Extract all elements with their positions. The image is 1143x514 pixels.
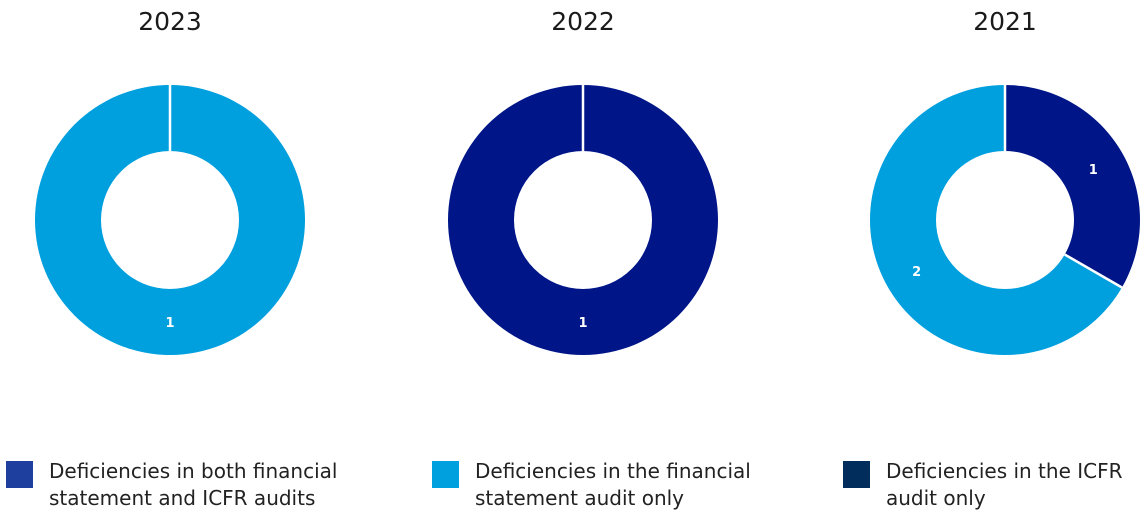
donut-2022: 2022 1 [448,7,718,355]
legend-label-both-audits: Deficiencies in both financial statement… [49,459,338,510]
chart-title-2023: 2023 [138,7,202,36]
legend-label-icfr-only: Deficiencies in the ICFR audit only [886,459,1123,510]
legend-swatch-financial-statement-only [432,461,459,488]
donut-charts: 2023 1 2022 1 2021 1 2 [35,7,1140,355]
donut-2023: 2023 1 [35,7,305,355]
chart-title-2022: 2022 [551,7,615,36]
slice-label-2022-0: 1 [578,316,587,331]
slice-separator-2021-1 [1064,253,1123,289]
legend-swatch-icfr-only [843,461,870,488]
chart-title-2021: 2021 [973,7,1037,36]
legend-swatch-both-audits [6,461,33,488]
donut-slice-2021-1 [869,85,1122,355]
legend-label-financial-statement-only: Deficiencies in the financial statement … [475,459,751,510]
slice-label-2021-1: 2 [912,265,921,280]
donut-slice-2023-0 [35,85,305,355]
slice-label-2023-0: 1 [165,316,174,331]
slice-label-2021-0: 1 [1089,163,1098,178]
donut-2021: 2021 1 2 [869,7,1140,355]
donut-slice-2022-0 [448,85,718,355]
donut-slice-2021-0 [1005,85,1140,288]
